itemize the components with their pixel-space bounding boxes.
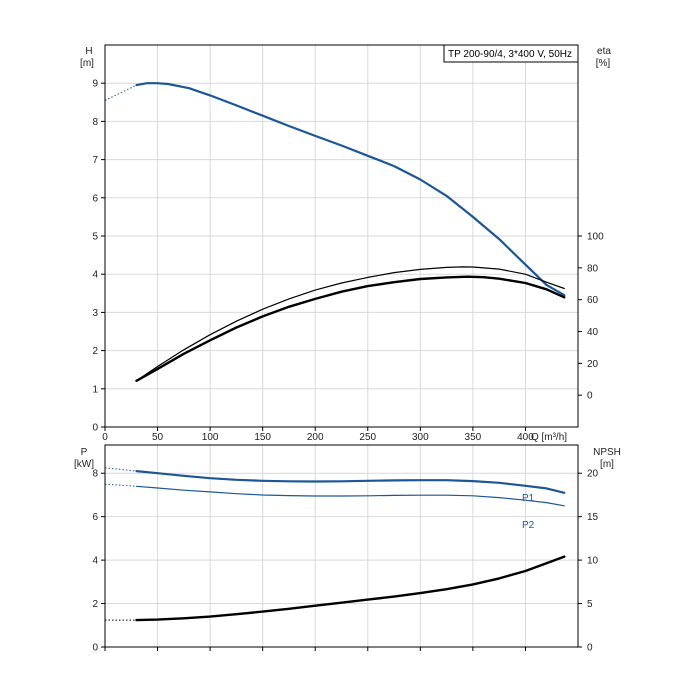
top-curve-right-2: [135, 275, 566, 382]
top-y2-tick-label-0: 0: [587, 391, 593, 402]
bottom-curve-p1: [135, 470, 566, 494]
top-y2-axis-label: eta: [597, 46, 611, 57]
top-x-tick-label-250: 250: [359, 432, 376, 443]
bottom-curve-p2-extension: [104, 483, 137, 487]
top-y-tick-label-0: 0: [92, 423, 98, 434]
top-x-tick-label-300: 300: [412, 432, 429, 443]
bottom-y2-axis-unit: [m]: [600, 459, 614, 470]
top-x-tick-label-100: 100: [202, 432, 219, 443]
bottom-curve-right-2: [135, 555, 566, 622]
bottom-y-tick-label-4: 4: [92, 556, 98, 567]
top-y-axis-label: H: [85, 46, 92, 57]
series-label-p2: P2: [522, 520, 535, 531]
top-x-tick-label-400: 400: [517, 432, 534, 443]
grid-lines: [105, 45, 578, 647]
top-y-axis-unit: [m]: [80, 58, 94, 69]
chart-title-box: [443, 44, 579, 63]
bottom-y2-tick-label-15: 15: [587, 512, 599, 523]
bottom-y2-tick-label-5: 5: [587, 599, 593, 610]
top-y-tick-label-8: 8: [92, 117, 98, 128]
top-x-tick-label-150: 150: [254, 432, 271, 443]
bottom-y-axis-label: P: [81, 447, 88, 458]
top-curve-left-0: [135, 82, 566, 297]
top-x-tick-label-200: 200: [307, 432, 324, 443]
top-curve-left-0-extension: [104, 84, 137, 101]
bottom-y-tick-label-0: 0: [92, 643, 98, 654]
bottom-y2-tick-label-0: 0: [587, 643, 593, 654]
top-x-tick-label-50: 50: [152, 432, 164, 443]
top-y-tick-label-9: 9: [92, 79, 98, 90]
bottom-y-tick-label-2: 2: [92, 599, 98, 610]
bottom-y-axis-unit: [kW]: [74, 459, 94, 470]
top-y2-tick-label-20: 20: [587, 359, 599, 370]
bottom-curve-p1-extension: [104, 467, 137, 472]
x-axis-label: Q [m³/h]: [531, 432, 567, 443]
top-y-tick-label-3: 3: [92, 308, 98, 319]
top-curve-right-1: [135, 266, 565, 382]
bottom-y2-tick-label-20: 20: [587, 469, 599, 480]
bottom-curve-p2: [135, 485, 565, 507]
top-y-tick-label-2: 2: [92, 346, 98, 357]
top-y2-tick-label-60: 60: [587, 295, 599, 306]
top-y2-axis-unit: [%]: [596, 58, 611, 69]
top-x-tick-label-350: 350: [465, 432, 482, 443]
top-y-tick-label-7: 7: [92, 155, 98, 166]
top-y-tick-label-5: 5: [92, 232, 98, 243]
chart-title: TP 200-90/4, 3*400 V, 50Hz: [448, 49, 572, 60]
bottom-y-tick-label-6: 6: [92, 512, 98, 523]
top-y2-tick-label-40: 40: [587, 327, 599, 338]
curves: [104, 82, 566, 622]
top-y-tick-label-6: 6: [92, 193, 98, 204]
top-y-tick-label-4: 4: [92, 270, 98, 281]
bottom-y-tick-label-8: 8: [92, 469, 98, 480]
top-y2-tick-label-100: 100: [587, 232, 604, 243]
top-x-tick-label-0: 0: [102, 432, 108, 443]
bottom-y2-axis-label: NPSH: [593, 447, 621, 458]
top-y2-tick-label-80: 80: [587, 263, 599, 274]
bottom-y2-tick-label-10: 10: [587, 556, 599, 567]
bottom-plot-frame: [104, 444, 579, 648]
top-y-tick-label-1: 1: [92, 384, 98, 395]
series-label-p1: P1: [522, 493, 535, 504]
